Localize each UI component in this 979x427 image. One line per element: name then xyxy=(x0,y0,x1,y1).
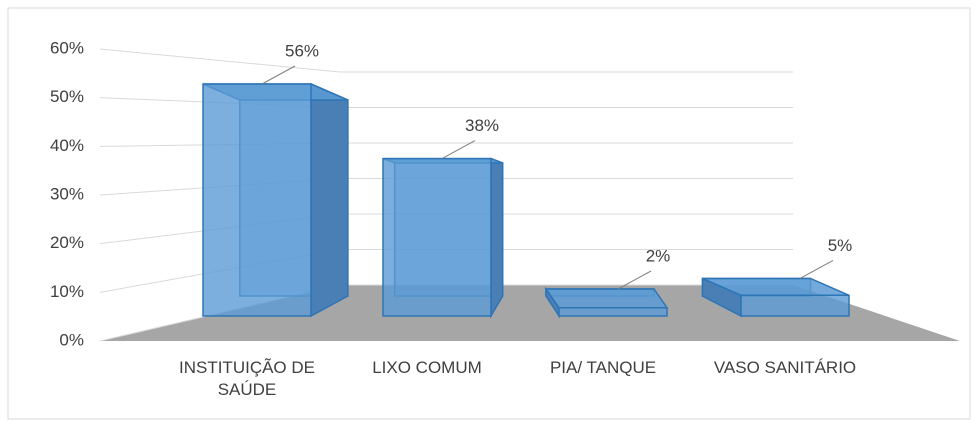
data-label: 56% xyxy=(285,41,319,60)
x-tick-label: INSTITUIÇÃO DE SAÚDE xyxy=(178,358,315,399)
leader-line xyxy=(261,65,296,85)
bar-face xyxy=(558,306,668,317)
y-tick-label: 40% xyxy=(50,136,84,155)
bar-face xyxy=(310,82,349,318)
leader-line xyxy=(441,140,476,160)
data-label: 5% xyxy=(828,236,853,255)
bar-face xyxy=(382,157,492,317)
bar-face xyxy=(202,83,312,317)
bar xyxy=(544,286,669,319)
x-tick-label: VASO SANITÁRIO xyxy=(713,358,857,377)
data-label: 2% xyxy=(646,246,671,265)
leader-line xyxy=(617,270,652,290)
x-tick-label: LIXO COMUM xyxy=(372,358,482,377)
bar xyxy=(202,82,349,318)
y-tick-label: 50% xyxy=(50,87,84,106)
y-tick-label: 10% xyxy=(50,282,84,301)
bar-face xyxy=(490,157,504,319)
bar-face xyxy=(544,288,669,309)
y-tick-label: 30% xyxy=(50,184,84,203)
bar xyxy=(382,157,504,319)
bar-face xyxy=(740,294,850,317)
y-tick-label: 0% xyxy=(59,330,84,349)
x-tick-label: PIA/ TANQUE xyxy=(549,358,657,377)
data-label: 38% xyxy=(465,116,499,135)
bar xyxy=(701,277,850,318)
y-tick-label: 20% xyxy=(50,233,84,252)
leader-line xyxy=(799,260,834,279)
grid-line xyxy=(99,48,793,73)
y-tick-label: 60% xyxy=(50,38,84,57)
